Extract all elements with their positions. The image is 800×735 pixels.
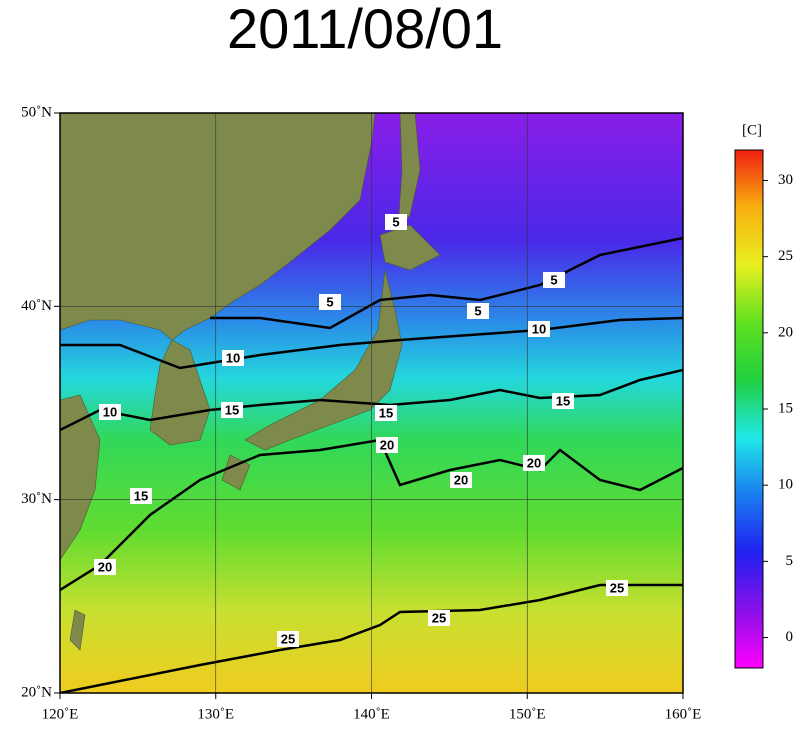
contour-label: 5 bbox=[474, 303, 481, 318]
x-tick-label: 150˚E bbox=[509, 706, 546, 722]
contour-label: 25 bbox=[432, 610, 446, 625]
y-tick-label: 30˚N bbox=[21, 491, 52, 507]
contour-label: 20 bbox=[454, 472, 468, 487]
contour-label-box bbox=[450, 472, 472, 488]
contour-label-box bbox=[523, 455, 545, 471]
colorbar-tick-label: 25 bbox=[778, 248, 793, 264]
contour-label: 15 bbox=[134, 488, 148, 503]
contour-label: 20 bbox=[527, 455, 541, 470]
colorbar-tick-label: 0 bbox=[786, 629, 794, 645]
contour-label: 10 bbox=[103, 404, 117, 419]
y-tick-label: 20˚N bbox=[21, 684, 52, 700]
colorbar-tick-label: 10 bbox=[778, 477, 793, 493]
contour-label-box bbox=[552, 393, 574, 409]
contour-lines bbox=[60, 236, 683, 693]
colorbar-tick-label: 20 bbox=[778, 324, 793, 340]
x-tick-label: 130˚E bbox=[197, 706, 234, 722]
contour-label: 25 bbox=[281, 631, 295, 646]
colorbar-tick-label: 15 bbox=[778, 400, 793, 416]
contour-label-box bbox=[375, 405, 397, 421]
contour-label-box bbox=[222, 350, 244, 366]
contour-label-box bbox=[130, 488, 152, 504]
contour-label-box bbox=[319, 294, 341, 310]
contour-label-layer: 5 5 5 5 10 10 10 15 15 15 15 20 20 20 20 25 25 25 bbox=[94, 214, 628, 647]
contour-label-box bbox=[428, 610, 450, 626]
contour-label: 15 bbox=[379, 405, 393, 420]
contour-label: 20 bbox=[380, 437, 394, 452]
contour-label: 5 bbox=[326, 294, 333, 309]
y-tick-label: 50˚N bbox=[21, 104, 52, 120]
contour-label: 15 bbox=[556, 393, 570, 408]
y-tick-label: 40˚N bbox=[21, 298, 52, 314]
contour-label: 5 bbox=[550, 272, 557, 287]
contour-label: 10 bbox=[532, 321, 546, 336]
contour-label-box bbox=[221, 402, 243, 418]
land bbox=[60, 113, 441, 651]
contour-label: 10 bbox=[226, 350, 240, 365]
contour-label: 15 bbox=[225, 402, 239, 417]
contour-label-box bbox=[467, 303, 489, 319]
x-tick-label: 120˚E bbox=[42, 706, 79, 722]
contour-label-box bbox=[376, 437, 398, 453]
title: 2011/08/01 bbox=[227, 0, 503, 60]
contour-label: 25 bbox=[610, 580, 624, 595]
contour-label-box bbox=[543, 272, 565, 288]
contour-label: 20 bbox=[98, 559, 112, 574]
colorbar-label: [C] bbox=[742, 122, 762, 138]
colorbar bbox=[734, 149, 764, 669]
contour-label-box bbox=[385, 214, 407, 230]
contour-label-box bbox=[528, 321, 550, 337]
graticule bbox=[60, 113, 683, 693]
contour-label-box bbox=[94, 559, 116, 575]
colorbar-tick-label: 5 bbox=[786, 553, 794, 569]
map-area: 5 5 5 5 10 10 10 15 15 15 15 20 20 20 20 25 25 25 bbox=[60, 113, 683, 693]
x-tick-label: 140˚E bbox=[353, 706, 390, 722]
contour-label-box bbox=[277, 631, 299, 647]
x-tick-label: 160˚E bbox=[665, 706, 702, 722]
contour-label-box bbox=[99, 404, 121, 420]
contour-label: 5 bbox=[392, 214, 399, 229]
contour-label-box bbox=[606, 580, 628, 596]
colorbar-tick-label: 30 bbox=[778, 172, 793, 188]
